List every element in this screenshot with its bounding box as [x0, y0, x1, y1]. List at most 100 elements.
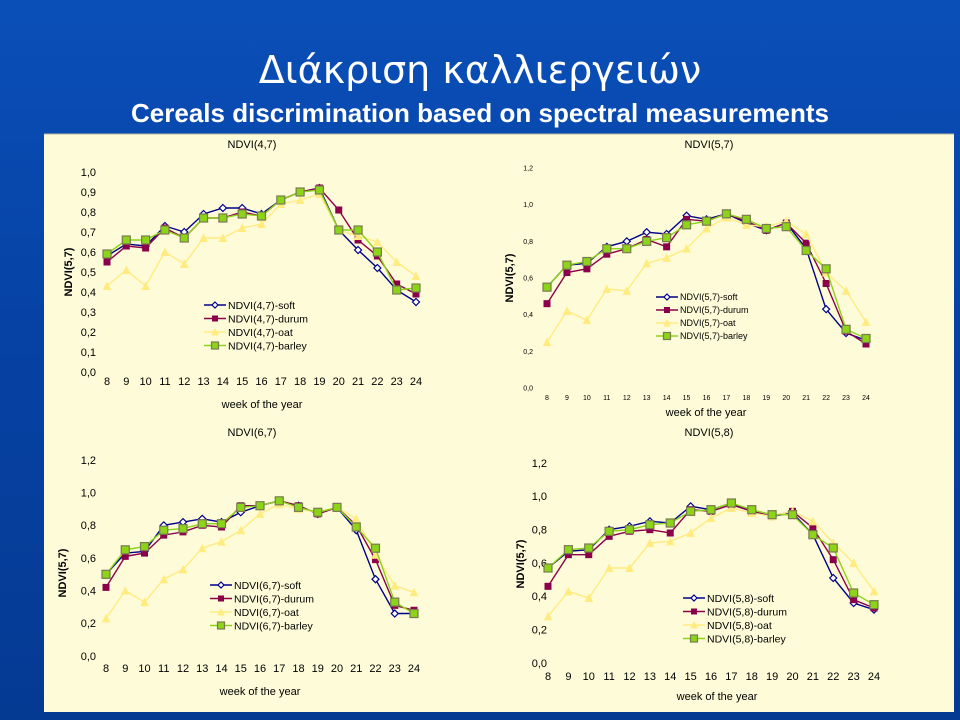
y-tick-label: 1,2	[532, 458, 547, 470]
data-point	[122, 265, 131, 274]
x-tick-label: 17	[725, 671, 737, 683]
x-tick-label: 24	[862, 395, 870, 402]
x-tick-label: 8	[104, 376, 110, 388]
data-point	[392, 285, 402, 295]
y-tick-label: 0,2	[81, 327, 96, 339]
data-point	[622, 244, 632, 254]
data-point	[662, 233, 672, 243]
data-point	[808, 516, 818, 526]
data-point	[828, 573, 838, 583]
data-point	[295, 195, 305, 204]
y-tick-label: 0,4	[81, 287, 96, 299]
data-point	[543, 300, 551, 308]
data-point	[371, 574, 380, 584]
data-point	[120, 545, 130, 555]
data-point	[642, 236, 652, 246]
legend-marker	[689, 634, 699, 643]
legend-marker	[662, 331, 672, 341]
data-point	[761, 223, 771, 234]
slide-subtitle: Cereals discrimination based on spectral…	[131, 98, 829, 128]
data-point	[390, 581, 400, 590]
legend-entry: NDVI(5,8)-barley	[707, 633, 787, 645]
x-tick-label: 14	[215, 663, 227, 675]
data-point	[370, 543, 381, 553]
x-tick-label: 23	[848, 671, 860, 683]
x-tick-label: 21	[807, 671, 819, 683]
x-tick-label: 19	[312, 663, 324, 675]
legend-entry: NDVI(4,7)-barley	[228, 340, 308, 352]
data-point	[727, 503, 736, 512]
y-tick-label: 0,2	[523, 349, 533, 356]
x-tick-label: 20	[333, 376, 345, 388]
x-tick-label: 16	[705, 671, 717, 683]
data-point	[199, 233, 208, 242]
y-tick-label: 1,2	[81, 455, 96, 467]
data-point	[198, 213, 209, 223]
y-tick-label: 0,8	[81, 520, 96, 532]
legend-entry: NDVI(6,7)-oat	[234, 607, 299, 619]
x-tick-label: 22	[371, 376, 383, 388]
data-point	[390, 609, 400, 618]
x-tick-label: 23	[842, 395, 850, 402]
x-tick-label: 24	[408, 663, 420, 675]
y-tick-label: 1,0	[81, 488, 96, 500]
y-tick-label: 0,8	[532, 525, 547, 537]
y-tick-label: 0,9	[81, 187, 96, 199]
data-point	[257, 219, 266, 228]
x-tick-label: 11	[603, 395, 610, 402]
legend-marker	[663, 293, 671, 301]
data-point	[218, 233, 228, 242]
legend-marker	[212, 315, 218, 322]
data-point	[139, 541, 150, 552]
data-point	[411, 297, 421, 307]
y-tick-label: 0,6	[81, 553, 96, 565]
legend-entry: NDVI(5,7)-soft	[680, 292, 738, 302]
x-tick-label: 19	[762, 395, 770, 402]
x-tick-label: 23	[389, 663, 401, 675]
slide-title: Διάκριση καλλιεργειών	[258, 48, 702, 92]
data-point	[353, 225, 363, 235]
y-tick-label: 0,8	[523, 239, 533, 246]
legend-entry: NDVI(5,8)-soft	[707, 593, 774, 605]
x-tick-label: 12	[623, 671, 635, 683]
data-point	[563, 269, 571, 276]
data-point	[869, 600, 879, 610]
data-point	[602, 244, 612, 254]
x-tick-label: 19	[313, 376, 325, 388]
data-point	[217, 537, 226, 546]
legend-marker	[690, 594, 698, 602]
data-point	[787, 510, 798, 520]
data-point	[721, 209, 732, 219]
chart-panel-background	[44, 134, 954, 712]
chart-title: NDVI(5,7)	[685, 139, 734, 151]
x-tick-label: 11	[603, 671, 614, 683]
y-tick-label: 0,5	[81, 267, 96, 279]
x-tick-label: 8	[103, 663, 109, 675]
x-tick-label: 8	[545, 395, 549, 402]
data-point	[706, 505, 716, 515]
data-point	[353, 245, 363, 255]
y-tick-label: 0,6	[532, 558, 547, 570]
x-tick-label: 9	[565, 395, 569, 402]
data-point	[178, 523, 188, 534]
data-point	[802, 239, 810, 247]
x-tick-label: 14	[664, 671, 676, 683]
data-point	[666, 529, 674, 537]
data-point	[142, 244, 150, 252]
x-tick-label: 16	[255, 376, 267, 388]
data-point	[604, 563, 614, 572]
x-tick-label: 20	[331, 663, 343, 675]
data-point	[663, 243, 671, 251]
data-point	[543, 563, 553, 573]
x-tick-label: 21	[352, 376, 364, 388]
legend-entry: NDVI(4,7)-oat	[228, 327, 293, 339]
legend-marker	[217, 581, 225, 589]
data-point	[179, 259, 189, 268]
legend-marker	[211, 327, 219, 336]
y-axis-label: NDVI(5,7)	[57, 548, 69, 597]
legend-marker	[216, 621, 226, 630]
data-point	[584, 543, 594, 553]
x-tick-label: 15	[235, 663, 247, 675]
legend-entry: NDVI(5,7)-oat	[680, 318, 736, 328]
